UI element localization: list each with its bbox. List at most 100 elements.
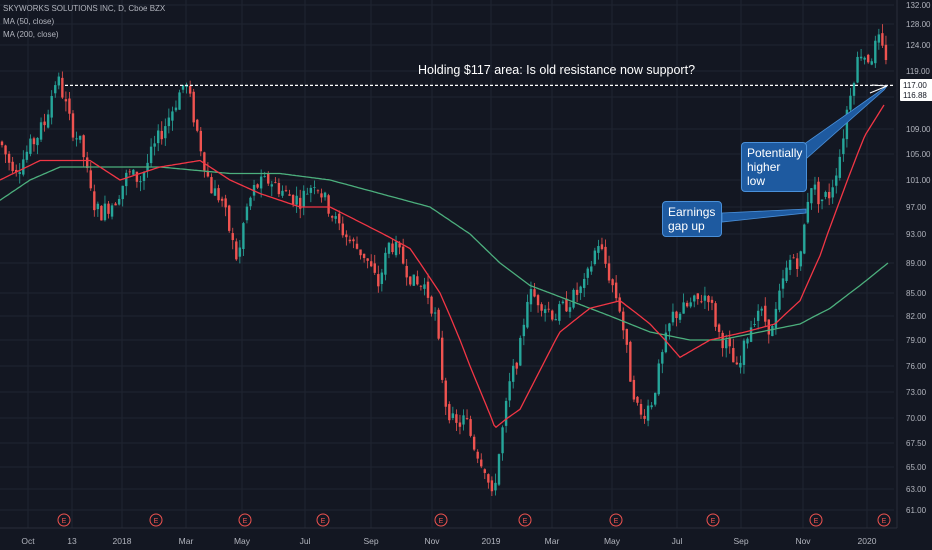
candle-body xyxy=(675,311,678,319)
candle-body xyxy=(135,171,139,182)
candle-body xyxy=(160,130,163,140)
candle-body xyxy=(696,293,699,300)
earnings-marker[interactable] xyxy=(57,513,71,527)
candle-body xyxy=(561,301,565,304)
candle-body xyxy=(494,482,497,491)
candle-body xyxy=(753,324,756,325)
candle-body xyxy=(341,223,344,236)
candle-body xyxy=(139,181,142,183)
candle-body xyxy=(203,152,206,171)
candle-body xyxy=(256,184,259,188)
candle-body xyxy=(18,172,21,174)
candle-body xyxy=(178,92,181,110)
candle-body xyxy=(171,111,174,121)
candle-body xyxy=(330,216,334,218)
candle-body xyxy=(827,191,831,199)
candle-body xyxy=(235,241,238,260)
candle-body xyxy=(600,244,604,250)
candle-body xyxy=(700,301,703,303)
candle-body xyxy=(583,278,586,288)
candle-body xyxy=(355,243,359,249)
candle-body xyxy=(867,54,870,63)
candle-body xyxy=(487,474,490,483)
candle-body xyxy=(181,85,185,90)
candle-body xyxy=(590,266,593,272)
y-tick-label: 76.00 xyxy=(906,362,927,371)
earnings-marker[interactable] xyxy=(706,513,720,527)
candle-body xyxy=(125,172,128,187)
price-tag xyxy=(900,79,932,91)
higher-low-callout: Potentially higher low xyxy=(741,142,807,192)
y-tick-label: 132.00 xyxy=(906,1,931,10)
candle-body xyxy=(213,188,217,196)
candle-body xyxy=(224,198,227,208)
candle-body xyxy=(849,95,852,110)
candle-body xyxy=(86,157,89,169)
earnings-marker[interactable] xyxy=(149,513,163,527)
candle-body xyxy=(426,281,430,298)
candle-body xyxy=(483,469,486,473)
earnings-marker[interactable] xyxy=(609,513,623,527)
price-tag-label: 117.00 xyxy=(903,81,927,90)
candle-body xyxy=(746,338,749,344)
candle-body xyxy=(604,246,607,264)
candle-body xyxy=(249,197,252,207)
candle-body xyxy=(874,40,877,64)
candle-body xyxy=(448,404,451,421)
candle-body xyxy=(4,145,7,155)
candle-body xyxy=(881,33,884,46)
candle-body xyxy=(291,195,295,205)
y-tick-label: 89.00 xyxy=(906,259,927,268)
candle-body xyxy=(412,274,415,286)
candle-body xyxy=(157,130,160,144)
gap-up-callout: Earnings gap up xyxy=(662,201,722,237)
candle-body xyxy=(391,243,394,253)
candle-body xyxy=(693,295,696,302)
price-tag-label: 116.88 xyxy=(903,91,927,100)
earnings-marker[interactable] xyxy=(809,513,823,527)
candle-body xyxy=(228,205,231,231)
candle-body xyxy=(597,246,600,253)
candle-body xyxy=(117,198,121,205)
time-axis: Oct 13 2018 Mar May Jul Sep Nov 2019 Mar May Jul Sep… xyxy=(0,527,897,546)
earnings-marker[interactable] xyxy=(316,513,330,527)
candle-body xyxy=(7,153,11,163)
candle-body xyxy=(114,203,117,206)
x-tick-label: Sep xyxy=(733,536,748,546)
earnings-marker[interactable] xyxy=(238,513,252,527)
candle-body xyxy=(852,83,856,96)
earnings-marker[interactable] xyxy=(434,513,448,527)
candle-body xyxy=(270,184,273,187)
earnings-marker[interactable] xyxy=(518,513,532,527)
candle-body xyxy=(61,77,64,98)
candle-body xyxy=(377,274,380,287)
earnings-marker-label: E xyxy=(614,518,619,525)
candle-body xyxy=(529,289,533,305)
earnings-marker[interactable] xyxy=(877,513,891,527)
x-tick-label: Nov xyxy=(795,536,811,546)
candle-body xyxy=(149,146,153,164)
candle-body xyxy=(199,130,202,152)
candle-body xyxy=(46,114,50,128)
candle-body xyxy=(54,85,57,94)
candle-body xyxy=(575,289,579,295)
candle-body xyxy=(384,252,387,275)
candle-body xyxy=(661,352,664,364)
candle-body xyxy=(526,301,529,328)
candle-body xyxy=(625,328,628,345)
x-tick-label: Mar xyxy=(545,536,560,546)
ma50-line xyxy=(0,104,885,429)
price-tag xyxy=(900,89,932,101)
candle-body xyxy=(497,454,501,485)
candle-body xyxy=(196,119,199,131)
y-tick-label: 119.00 xyxy=(906,67,930,76)
x-tick-label: 2020 xyxy=(858,536,877,546)
candle-body xyxy=(316,190,320,192)
candle-body xyxy=(281,190,284,196)
candle-body xyxy=(313,187,316,189)
y-tick-label: 65.00 xyxy=(906,463,927,472)
candle-body xyxy=(433,312,437,314)
candle-body xyxy=(366,258,369,261)
